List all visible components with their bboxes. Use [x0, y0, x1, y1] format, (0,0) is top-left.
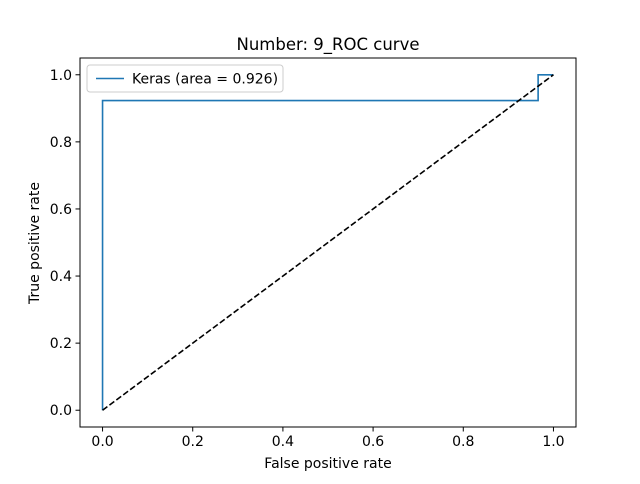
x-axis-label: False positive rate — [264, 456, 391, 472]
legend-box — [86, 64, 284, 93]
y-tick-label: 0.0 — [50, 403, 72, 419]
series-line-keras — [101, 73, 554, 411]
x-tick-label: 1.0 — [542, 434, 564, 450]
y-tick-label: 1.0 — [50, 68, 72, 84]
diagonal-reference-line — [102, 74, 554, 411]
chart-title: Number: 9_ROC curve — [237, 35, 420, 55]
x-tick-label: 0.8 — [452, 434, 474, 450]
plot-area: 0.0 0.2 0.4 0.6 0.8 1.0 0.0 0.2 0.4 0.6 0.8 1.0 Kera… — [50, 57, 577, 450]
y-axis-label: True positive rate — [27, 182, 43, 305]
x-tick-label: 0.4 — [272, 434, 294, 450]
y-tick-label: 0.2 — [50, 336, 72, 352]
y-tick-label: 0.4 — [50, 269, 72, 285]
x-tick-label: 0.6 — [362, 434, 384, 450]
legend-label: Keras (area = 0.926) — [132, 72, 278, 88]
axes-frame — [79, 57, 577, 428]
y-tick-label: 0.6 — [50, 202, 72, 218]
y-tick-label: 0.8 — [50, 135, 72, 151]
x-tick-label: 0.2 — [182, 434, 204, 450]
x-tick-label: 0.0 — [91, 434, 113, 450]
